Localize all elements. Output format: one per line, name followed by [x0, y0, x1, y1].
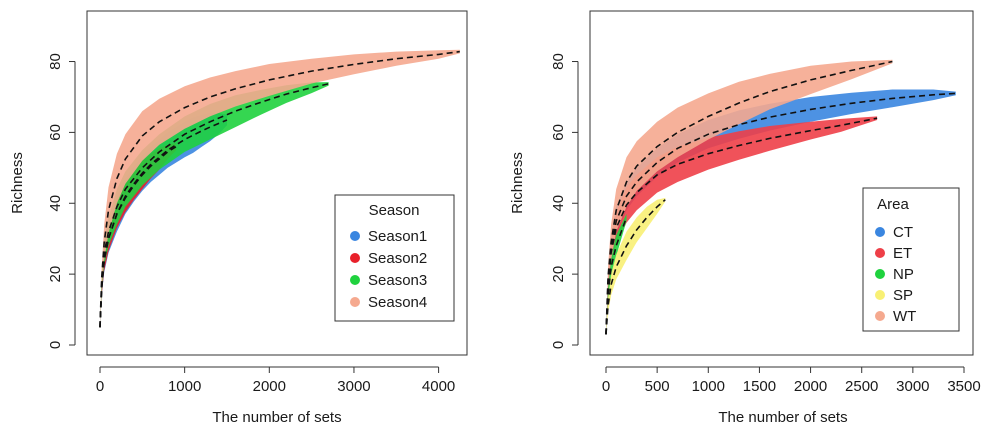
x-tick-label: 2000: [794, 378, 827, 395]
legend-label-sp: SP: [893, 287, 913, 304]
legend-box: [862, 187, 960, 332]
x-tick-label: 1000: [168, 378, 201, 395]
x-tick-label: 0: [96, 378, 104, 395]
legend-label-season3: Season3: [368, 272, 427, 289]
legend-swatch-season3: [350, 275, 360, 285]
x-tick-label: 3000: [337, 378, 370, 395]
y-axis-label: Richness: [509, 152, 526, 214]
y-axis: 0 20 40 60 80: [550, 53, 579, 349]
mean-curves: [99, 50, 460, 328]
legend-swatch-season4: [350, 297, 360, 307]
legend: Area CT ET NP SP WT: [862, 187, 960, 332]
mean-line-sp: [605, 199, 666, 335]
band-season4: [100, 49, 460, 328]
y-tick-label: 40: [550, 195, 567, 212]
y-tick-label: 60: [550, 124, 567, 141]
y-tick-label: 60: [47, 124, 64, 141]
band-wt: [606, 59, 893, 335]
x-tick-label: 3000: [896, 378, 929, 395]
legend-items: Season1 Season2 Season3 Season4: [350, 228, 427, 311]
y-axis: 0 20 40 60 80: [47, 53, 76, 349]
chart-area: 0 500 1000 1500 2000 2500 3000 3500 0 20 40 60 80 T…: [509, 10, 981, 426]
band-et: [606, 116, 878, 335]
legend-label-season1: Season1: [368, 228, 427, 245]
x-tick-label: 500: [645, 378, 670, 395]
mean-line-season3: [99, 83, 329, 328]
x-axis: 0 500 1000 1500 2000 2500 3000 3500: [602, 366, 981, 395]
y-tick-label: 0: [47, 341, 64, 349]
legend-label-season2: Season2: [368, 250, 427, 267]
x-axis-label: The number of sets: [718, 409, 847, 426]
mean-line-wt: [605, 60, 893, 335]
mean-line-et: [605, 117, 878, 335]
x-axis-label: The number of sets: [212, 409, 341, 426]
mean-line-season4: [99, 50, 460, 328]
band-sp: [606, 197, 666, 335]
band-season3: [100, 82, 329, 328]
x-axis: 0 1000 2000 3000 4000: [96, 366, 455, 395]
legend-label-wt: WT: [893, 308, 916, 325]
y-tick-label: 40: [47, 195, 64, 212]
x-tick-label: 4000: [422, 378, 455, 395]
legend-swatch-wt: [875, 311, 885, 321]
y-tick-label: 80: [47, 53, 64, 70]
legend-items: CT ET NP SP WT: [875, 224, 916, 325]
x-tick-label: 1500: [743, 378, 776, 395]
y-tick-label: 20: [47, 266, 64, 283]
chart-season: 0 1000 2000 3000 4000 0 20 40 60 80 The number o…: [9, 10, 468, 426]
y-axis-label: Richness: [9, 152, 26, 214]
x-tick-label: 2000: [253, 378, 286, 395]
x-tick-label: 0: [602, 378, 610, 395]
legend-swatch-season1: [350, 231, 360, 241]
legend-title: Season: [369, 202, 420, 219]
legend-swatch-sp: [875, 290, 885, 300]
legend-swatch-season2: [350, 253, 360, 263]
legend-label-et: ET: [893, 245, 912, 262]
legend: Season Season1 Season2 Season3 Season4: [334, 194, 455, 322]
x-tick-label: 2500: [845, 378, 878, 395]
legend-label-ct: CT: [893, 224, 913, 241]
x-tick-label: 1000: [692, 378, 725, 395]
y-tick-label: 20: [550, 266, 567, 283]
x-tick-label: 3500: [947, 378, 980, 395]
legend-swatch-et: [875, 248, 885, 258]
y-tick-label: 80: [550, 53, 567, 70]
plot-frame: [86, 10, 468, 356]
legend-swatch-np: [875, 269, 885, 279]
plot-frame: [589, 10, 974, 356]
legend-swatch-ct: [875, 227, 885, 237]
mean-line-ct: [605, 92, 956, 335]
legend-label-np: NP: [893, 266, 914, 283]
mean-curves: [605, 60, 956, 335]
legend-title: Area: [877, 196, 909, 213]
legend-label-season4: Season4: [368, 294, 427, 311]
y-tick-label: 0: [550, 341, 567, 349]
